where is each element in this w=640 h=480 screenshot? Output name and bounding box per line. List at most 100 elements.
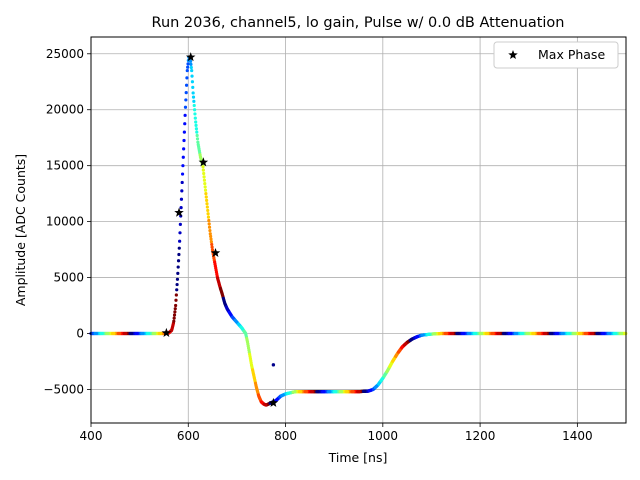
pulse-point bbox=[345, 390, 350, 394]
max-phase-star bbox=[161, 327, 172, 337]
pulse-point bbox=[195, 137, 200, 141]
pulse-point bbox=[503, 331, 507, 336]
pulse-point bbox=[585, 331, 589, 336]
pulse-point bbox=[620, 331, 624, 336]
pulse-point bbox=[234, 320, 239, 324]
pulse-point bbox=[410, 337, 414, 341]
pulse-point bbox=[194, 127, 199, 131]
pulse-point bbox=[206, 212, 210, 216]
pulse-point bbox=[201, 168, 205, 172]
pulse-point bbox=[176, 259, 181, 263]
y-tick-label: 5000 bbox=[53, 271, 84, 285]
pulse-point bbox=[185, 68, 189, 73]
max-phase-markers bbox=[161, 52, 279, 407]
pulse-point bbox=[141, 331, 145, 336]
pulse-point bbox=[203, 185, 207, 189]
pulse-point bbox=[174, 293, 178, 297]
pulse-point bbox=[178, 239, 182, 243]
pulse-point bbox=[175, 288, 179, 292]
legend-star-icon bbox=[508, 50, 518, 60]
pulse-point bbox=[106, 331, 110, 336]
pulse-point bbox=[209, 234, 213, 238]
pulse-point bbox=[135, 331, 139, 336]
pulse-point bbox=[561, 331, 565, 336]
pulse-point bbox=[526, 331, 530, 336]
max-phase-star bbox=[268, 397, 279, 407]
x-tick-label: 400 bbox=[80, 429, 103, 443]
pulse-point bbox=[182, 130, 186, 134]
y-tick-label: 15000 bbox=[46, 159, 84, 173]
pulse-point bbox=[207, 225, 212, 229]
x-tick-label: 1200 bbox=[465, 429, 496, 443]
y-tick-label: 0 bbox=[76, 326, 84, 340]
pulse-point bbox=[310, 390, 315, 394]
pulse-point bbox=[480, 331, 484, 336]
pulse-point bbox=[183, 105, 188, 109]
x-axis-label: Time [ns] bbox=[328, 450, 388, 465]
pulse-point bbox=[202, 171, 206, 176]
pulse-point bbox=[202, 178, 207, 182]
pulse-point bbox=[316, 390, 320, 394]
pulse-point bbox=[176, 265, 180, 269]
pulse-point bbox=[491, 331, 495, 336]
pulse-point bbox=[190, 68, 194, 73]
pulse-point bbox=[363, 389, 367, 393]
pulse-point bbox=[608, 331, 612, 336]
pulse-point bbox=[392, 357, 396, 361]
pulse-point bbox=[204, 192, 208, 196]
pulse-point bbox=[207, 218, 211, 223]
legend-box bbox=[493, 41, 619, 69]
x-axis-ticks: 400 600 800 1000 1200 1400 bbox=[80, 423, 593, 443]
pulse-point bbox=[178, 222, 182, 227]
pulse-point bbox=[229, 312, 233, 317]
pulse-point bbox=[177, 252, 181, 257]
pulse-point bbox=[185, 76, 189, 80]
pulse-point bbox=[172, 313, 177, 317]
pulse-point bbox=[340, 390, 344, 394]
pulse-point bbox=[180, 189, 184, 193]
pulse-point bbox=[192, 99, 196, 103]
pulse-point bbox=[184, 90, 188, 95]
pulse-point bbox=[485, 331, 490, 336]
pulse-point bbox=[474, 331, 478, 336]
pulse-point bbox=[208, 232, 212, 236]
pulse-point bbox=[195, 133, 199, 138]
pulse-point bbox=[281, 393, 285, 397]
pulse-point bbox=[590, 331, 595, 336]
pulse-point bbox=[208, 228, 212, 233]
chart-title: Run 2036, channel5, lo gain, Pulse w/ 0.… bbox=[152, 15, 565, 31]
pulse-point bbox=[178, 231, 182, 235]
pulse-point bbox=[172, 316, 176, 320]
pulse-point bbox=[223, 301, 227, 306]
pulse-point bbox=[462, 331, 466, 336]
pulse-point bbox=[175, 282, 179, 287]
pulse-point bbox=[573, 331, 577, 336]
pulse-point bbox=[567, 331, 571, 336]
pulse-point bbox=[579, 331, 583, 336]
pulse-point bbox=[175, 277, 180, 281]
x-tick-label: 600 bbox=[177, 429, 200, 443]
pulse-point bbox=[293, 390, 297, 394]
pulse-point bbox=[206, 208, 210, 213]
pulse-point bbox=[252, 374, 256, 379]
pulse-point bbox=[532, 331, 536, 336]
y-axis-ticks: −5000 0 5000 10000 15000 20000 25000 bbox=[43, 47, 91, 396]
pulse-point bbox=[210, 242, 214, 247]
pulse-point bbox=[179, 197, 184, 201]
pulse-point bbox=[445, 331, 449, 336]
y-tick-label: −5000 bbox=[43, 382, 84, 396]
x-tick-label: 1000 bbox=[368, 429, 399, 443]
pulse-point bbox=[196, 140, 200, 144]
pulse-point bbox=[614, 331, 618, 336]
pulse-point bbox=[182, 147, 186, 151]
pulse-point bbox=[112, 331, 116, 336]
pulse-point bbox=[181, 155, 185, 159]
pulse-point bbox=[159, 331, 163, 336]
pulse-point bbox=[205, 202, 209, 206]
pulse-point bbox=[180, 172, 185, 176]
pulse-point bbox=[509, 331, 513, 336]
pulse-point bbox=[176, 271, 180, 275]
pulse-point bbox=[544, 331, 548, 336]
pulse-point bbox=[192, 103, 196, 108]
pulse-point bbox=[129, 331, 134, 336]
